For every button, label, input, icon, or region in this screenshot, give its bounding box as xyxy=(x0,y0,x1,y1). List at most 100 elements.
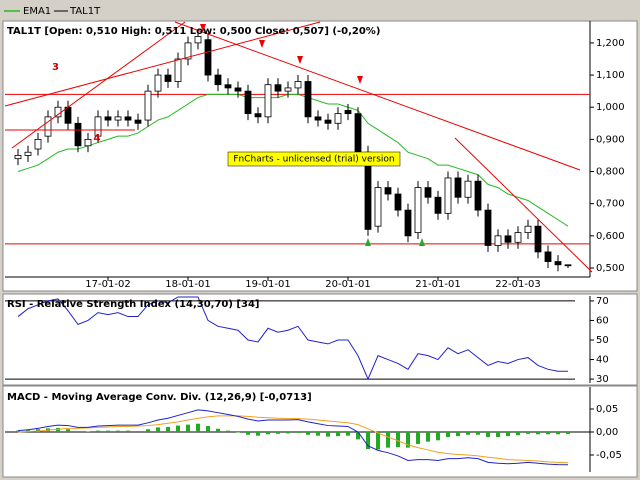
candle-body xyxy=(494,235,502,246)
candle-body xyxy=(374,187,382,227)
histogram-bar xyxy=(436,432,440,441)
candle-body xyxy=(454,177,462,198)
histogram-bar xyxy=(256,432,260,436)
histogram-bar xyxy=(526,432,530,434)
histogram-bar xyxy=(426,432,430,442)
histogram-bar xyxy=(66,429,70,432)
y-tick-label: 50 xyxy=(596,335,609,346)
candle-body xyxy=(394,193,402,211)
candle-body xyxy=(414,187,422,234)
histogram-bar xyxy=(336,432,340,437)
histogram-bar xyxy=(386,432,390,448)
histogram-bar xyxy=(326,432,330,437)
y-tick-label: 0,600 xyxy=(596,231,625,242)
histogram-bar xyxy=(306,432,310,435)
candle-body xyxy=(324,119,332,124)
histogram-bar xyxy=(536,432,540,435)
rsi-panel xyxy=(2,293,638,386)
candle-body xyxy=(514,232,522,243)
histogram-bar xyxy=(376,432,380,450)
candle-body xyxy=(144,90,152,121)
candle-body xyxy=(484,209,492,246)
y-tick-label: 0,900 xyxy=(596,134,625,145)
y-tick-label: 0,800 xyxy=(596,167,625,178)
histogram-bar xyxy=(176,425,180,432)
histogram-bar xyxy=(126,430,130,432)
legend-label: EMA1 xyxy=(23,6,51,17)
histogram-bar xyxy=(186,424,190,432)
x-tick-label: 22-01-03 xyxy=(495,279,540,290)
histogram-bar xyxy=(196,423,200,432)
candle-body xyxy=(334,113,342,124)
y-tick-label: 1,200 xyxy=(596,38,625,49)
candle-body xyxy=(74,122,82,147)
candle-body xyxy=(534,225,542,253)
y-tick-label: 60 xyxy=(596,315,609,326)
histogram-bar xyxy=(76,431,80,432)
histogram-bar xyxy=(366,432,370,450)
candle-body xyxy=(24,151,32,156)
candle-body xyxy=(64,106,72,124)
candle-body xyxy=(444,177,452,214)
y-tick-label: 1,100 xyxy=(596,70,625,81)
histogram-bar xyxy=(406,432,410,448)
histogram-bar xyxy=(396,432,400,448)
candle-body xyxy=(244,90,252,115)
x-tick-label: 20-01-01 xyxy=(325,279,370,290)
candle-body xyxy=(44,116,52,137)
histogram-bar xyxy=(96,430,100,432)
histogram-bar xyxy=(216,428,220,432)
histogram-bar xyxy=(346,432,350,436)
x-tick-label: 21-01-01 xyxy=(415,279,460,290)
histogram-bar xyxy=(516,432,520,436)
histogram-bar xyxy=(226,430,230,432)
trend-line xyxy=(11,21,186,149)
candle-body xyxy=(164,74,172,82)
candle-body xyxy=(234,87,242,92)
candle-body xyxy=(104,116,112,121)
candle-body xyxy=(544,251,552,262)
histogram-bar xyxy=(506,432,510,437)
macd-title: MACD - Moving Average Conv. Div. (12,26,… xyxy=(7,392,312,403)
series-line xyxy=(17,415,569,464)
candle-body xyxy=(554,261,562,266)
candle-body xyxy=(264,84,272,118)
candle-body xyxy=(124,116,132,121)
y-tick-label: 70 xyxy=(596,296,609,307)
y-tick-label: 0,05 xyxy=(596,404,618,415)
histogram-bar xyxy=(476,432,480,435)
trend-line xyxy=(4,21,321,107)
histogram-bar xyxy=(416,432,420,444)
annotation: 4 xyxy=(94,133,101,144)
candle-body xyxy=(224,84,232,89)
candle-body xyxy=(344,110,352,115)
histogram-bar xyxy=(246,432,250,435)
histogram-bar xyxy=(166,426,170,432)
candle-body xyxy=(254,113,262,118)
candle-body xyxy=(524,225,532,234)
histogram-bar xyxy=(56,427,60,432)
histogram-bar xyxy=(206,426,210,432)
candle-body xyxy=(114,116,122,121)
y-tick-label: 0,700 xyxy=(596,199,625,210)
candle-body xyxy=(304,81,312,118)
histogram-bar xyxy=(316,432,320,436)
legend-label: TAL1T xyxy=(69,6,101,17)
candle-body xyxy=(14,155,22,160)
candle-body xyxy=(504,235,512,243)
histogram-bar xyxy=(356,432,360,440)
candle-body xyxy=(354,113,362,153)
rsi-title: RSI - Relative Strength Index (14,30,70)… xyxy=(7,299,259,310)
series-line xyxy=(17,93,569,227)
y-tick-label: 1,000 xyxy=(596,102,625,113)
watermark-box xyxy=(227,151,401,167)
watermark: FnCharts - unlicensed (trial) version xyxy=(233,155,394,165)
candle-body xyxy=(404,209,412,237)
candle-body xyxy=(174,58,182,82)
candle-body xyxy=(474,180,482,211)
x-tick-label: 19-01-01 xyxy=(245,279,290,290)
candle-body xyxy=(214,74,222,86)
histogram-bar xyxy=(556,432,560,435)
candle-body xyxy=(464,180,472,198)
